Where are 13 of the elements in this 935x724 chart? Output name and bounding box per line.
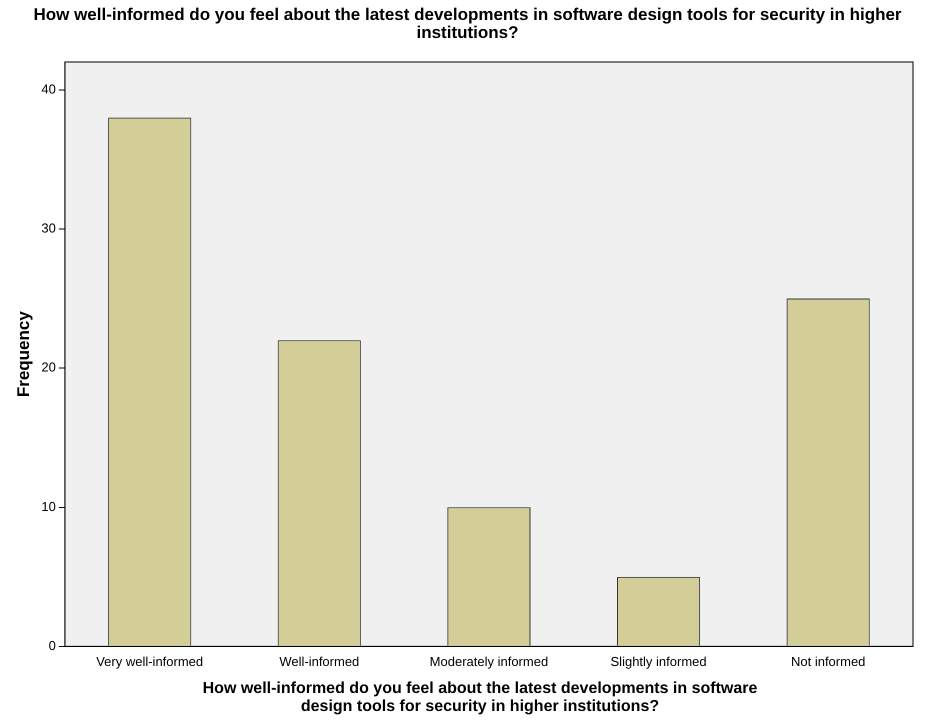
x-tick-label: Slightly informed (610, 654, 707, 669)
x-tick-label: Not informed (790, 654, 866, 669)
chart-title: How well-informed do you feel about the latest developments in software design tools for security in higher institutions? (32, 5, 903, 42)
y-tick-label: 10 (41, 498, 56, 514)
y-tick-label: 40 (41, 81, 56, 96)
x-tick-label: Well-informed (279, 654, 360, 669)
y-axis-title: Frequency (14, 310, 33, 398)
x-tick-label: Very well-informed (96, 654, 204, 669)
y-tick-label: 30 (41, 220, 56, 236)
y-tick-label: 0 (48, 638, 56, 653)
y-tick-label: 20 (41, 360, 56, 375)
x-axis-title: How well-informed do you feel about the latest developments in software design tools for security in higher institutions? (202, 680, 758, 716)
x-tick-label: Moderately informed (430, 654, 548, 669)
